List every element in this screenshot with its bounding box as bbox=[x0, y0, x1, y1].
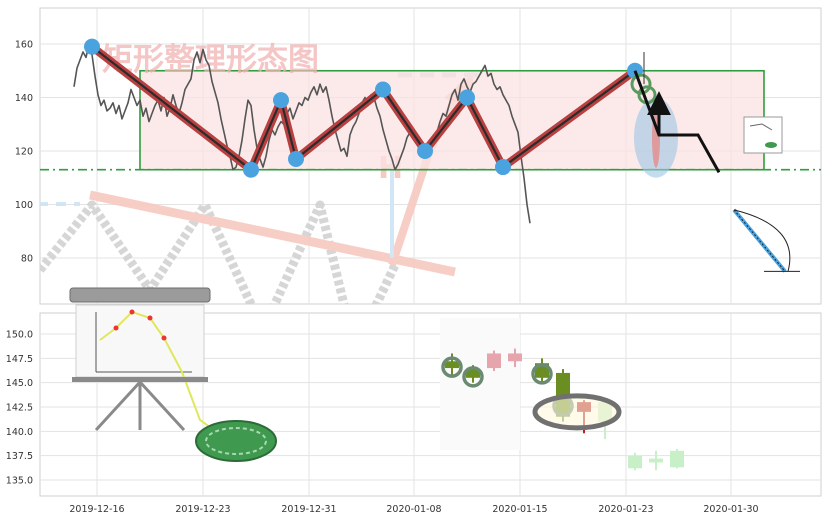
price-y-axis: 80 100 120 140 160 bbox=[15, 40, 33, 265]
board-leg bbox=[94, 380, 142, 432]
zigzag-node bbox=[273, 92, 289, 109]
y-tick-label: 80 bbox=[21, 254, 33, 265]
y-tick-label: 142.5 bbox=[6, 403, 33, 414]
candle-marker-ring bbox=[531, 363, 553, 385]
candle-body bbox=[466, 369, 480, 378]
x-tick-label: 2019-12-23 bbox=[175, 504, 230, 515]
presentation-board-illustration bbox=[69, 287, 277, 462]
y-tick-label: 137.5 bbox=[6, 451, 33, 462]
breakout-annotation bbox=[630, 52, 800, 273]
candle-body bbox=[649, 458, 663, 463]
x-tick-label: 2019-12-16 bbox=[69, 504, 124, 515]
candle-marker-ring bbox=[462, 366, 484, 388]
mini-chart-icon-line bbox=[749, 123, 773, 131]
y-tick-label: 135.0 bbox=[6, 476, 33, 487]
y-tick-label: 150.0 bbox=[6, 330, 33, 341]
x-axis: 2019-12-16 2019-12-23 2019-12-31 2020-01… bbox=[69, 504, 758, 515]
x-tick-label: 2019-12-31 bbox=[281, 504, 336, 515]
breakdown-target-dash bbox=[733, 209, 786, 272]
board-leg bbox=[138, 380, 186, 432]
background-zigzag-decoration bbox=[40, 200, 400, 304]
y-tick-label: 160 bbox=[15, 40, 33, 51]
mini-chart-icon bbox=[743, 116, 783, 154]
zigzag-node bbox=[375, 81, 391, 98]
breakdown-arc bbox=[733, 209, 791, 272]
x-tick-label: 2020-01-23 bbox=[598, 504, 653, 515]
y-tick-label: 120 bbox=[15, 147, 33, 158]
zigzag-node bbox=[417, 143, 433, 159]
y-tick-label: 140.0 bbox=[6, 427, 33, 438]
zigzag-node bbox=[288, 151, 304, 168]
y-tick-label: 100 bbox=[15, 200, 33, 211]
candle-body bbox=[487, 353, 501, 369]
candle-body bbox=[670, 450, 684, 468]
zigzag-node bbox=[84, 38, 100, 55]
y-tick-label: 147.5 bbox=[6, 354, 33, 365]
mini-chart-icon-disc bbox=[765, 142, 777, 148]
board-bottom-bar bbox=[72, 377, 208, 382]
price-series-line bbox=[73, 43, 531, 224]
y-tick-label: 145.0 bbox=[6, 378, 33, 389]
background-h-letter-2: H bbox=[10, 291, 35, 326]
candle-marker-ring bbox=[441, 356, 463, 378]
zigzag-node bbox=[495, 159, 511, 176]
candle-body bbox=[628, 455, 642, 469]
x-tick-label: 2020-01-30 bbox=[703, 504, 758, 515]
decorative-green-disc-inner bbox=[205, 427, 267, 455]
board-point bbox=[161, 335, 167, 341]
board-point bbox=[129, 309, 135, 315]
board-mini-curve bbox=[99, 310, 229, 441]
y-tick-label: 140 bbox=[15, 93, 33, 104]
candlestick-y-axis: 135.0 137.5 140.0 142.5 145.0 147.5 150.0 bbox=[6, 330, 33, 487]
board-top-bar bbox=[69, 287, 211, 303]
board-point bbox=[113, 325, 119, 331]
x-tick-label: 2020-01-08 bbox=[386, 504, 441, 515]
board-point bbox=[147, 315, 153, 321]
candle-body bbox=[508, 353, 522, 362]
zigzag-pattern bbox=[84, 38, 643, 178]
x-tick-label: 2020-01-15 bbox=[492, 504, 547, 515]
zigzag-node bbox=[243, 161, 259, 178]
breakout-green-ring bbox=[630, 73, 652, 95]
highlight-ellipse bbox=[532, 393, 622, 431]
zigzag-node bbox=[459, 89, 475, 106]
board-surface bbox=[75, 304, 205, 378]
candle-body bbox=[445, 361, 459, 369]
